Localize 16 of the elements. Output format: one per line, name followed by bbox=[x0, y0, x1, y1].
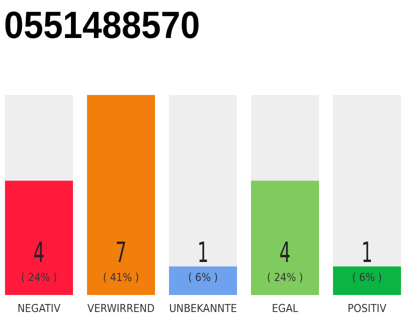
data-label: 1 bbox=[197, 236, 209, 269]
annotation: ( 24% ) bbox=[20, 271, 58, 284]
annotation: ( 6% ) bbox=[188, 271, 218, 284]
x-tick-label: POSITIV bbox=[348, 302, 387, 315]
data-label: 1 bbox=[361, 236, 373, 269]
chart-title: 0551488570 bbox=[4, 5, 216, 47]
x-tick-label: UNBEKANNTE bbox=[169, 302, 237, 315]
data-label: 4 bbox=[33, 236, 45, 269]
x-tick-label: EGAL bbox=[272, 302, 299, 315]
annotation: ( 6% ) bbox=[352, 271, 382, 284]
data-label: 4 bbox=[279, 236, 291, 269]
x-tick-label: NEGATIV bbox=[18, 302, 61, 315]
data-label: 7 bbox=[115, 236, 127, 269]
annotation: ( 24% ) bbox=[266, 271, 304, 284]
annotation: ( 41% ) bbox=[102, 271, 140, 284]
x-tick-label: VERWIRREND bbox=[87, 302, 155, 315]
